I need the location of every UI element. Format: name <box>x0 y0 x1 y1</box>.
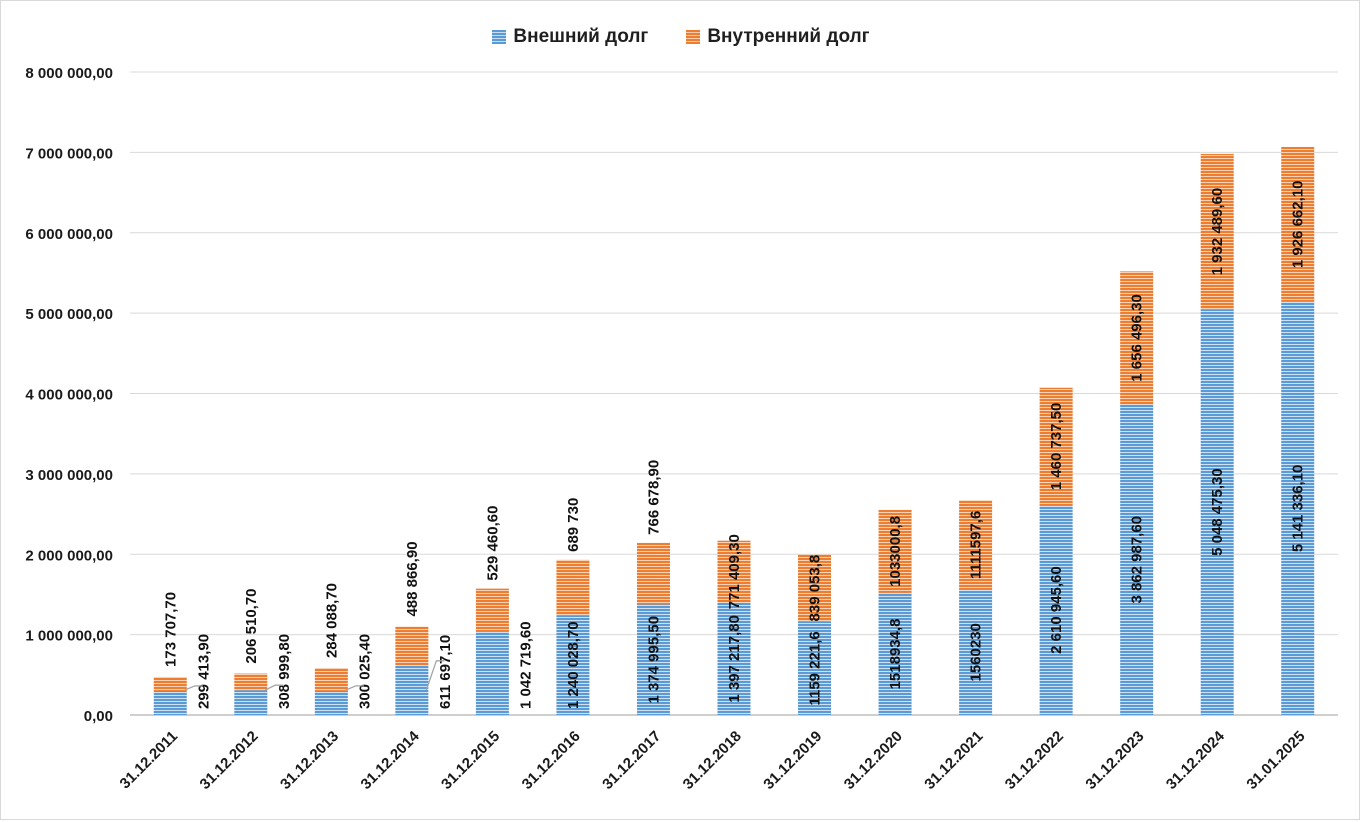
data-label-internal: 529 460,60 <box>484 506 501 581</box>
bar-external-debt <box>153 690 187 715</box>
x-tick-label: 31.12.2020 <box>841 728 906 793</box>
legend-item-external: Внешний долг <box>492 26 648 48</box>
data-label-internal: 206 510,70 <box>243 588 260 663</box>
bar-internal-debt <box>1120 271 1154 405</box>
data-label-external: 1 042 719,60 <box>518 621 535 709</box>
x-tick-label: 31.12.2018 <box>680 728 745 793</box>
x-tick-label: 31.12.2023 <box>1082 728 1147 793</box>
bar-external-debt <box>959 589 993 715</box>
legend-label-internal: Внутренний долг <box>707 26 870 47</box>
x-tick-label: 31.12.2017 <box>599 728 664 793</box>
y-tick-label: 6 000 000,00 <box>25 226 113 243</box>
legend: Внешний долг Внутренний долг <box>0 26 1362 48</box>
data-label-internal: 1033000,8 <box>887 516 904 587</box>
y-tick-label: 0,00 <box>84 708 113 725</box>
data-label-internal: 766 678,90 <box>645 460 662 535</box>
bar-external-debt <box>878 592 912 715</box>
x-tick-label: 31.12.2024 <box>1163 727 1229 793</box>
bar-external-debt <box>1200 309 1234 715</box>
bar-internal-debt <box>1039 387 1073 506</box>
bar-internal-debt <box>878 509 912 593</box>
data-label-external: 300 025,40 <box>357 634 374 709</box>
data-label-internal: 1 932 489,60 <box>1209 188 1226 276</box>
data-label-internal: 839 053,8 <box>807 555 824 622</box>
bar-internal-debt <box>234 673 268 691</box>
data-label-external: 2 610 945,60 <box>1048 566 1065 654</box>
bar-internal-debt <box>1200 153 1234 310</box>
x-tick-label: 31.12.2015 <box>438 728 503 793</box>
data-label-internal: 1111597,6 <box>968 511 985 579</box>
legend-label-external: Внешний долг <box>513 26 649 47</box>
data-label-external: 1 374 995,50 <box>645 616 662 704</box>
bar-external-debt <box>636 604 670 715</box>
data-label-external: 3 862 987,60 <box>1129 516 1146 604</box>
data-label-external: 1560230 <box>968 623 985 681</box>
data-label-internal: 1 656 496,30 <box>1129 294 1146 382</box>
legend-swatch-internal <box>686 30 701 44</box>
leader-line <box>345 685 364 691</box>
bar-external-debt <box>395 665 429 715</box>
data-label-external: 1 397 217,80 <box>726 615 743 703</box>
bar-external-debt <box>1039 505 1073 715</box>
data-label-internal: 1 460 737,50 <box>1048 403 1065 491</box>
bar-internal-debt <box>556 559 590 616</box>
x-tick-label: 31.12.2013 <box>277 728 342 793</box>
data-label-internal: 1 926 662,10 <box>1290 181 1307 269</box>
bar-internal-debt <box>153 676 187 691</box>
data-label-internal: 689 730 <box>565 498 582 552</box>
bar-external-debt <box>717 602 751 715</box>
x-tick-label: 31.12.2016 <box>519 728 584 793</box>
y-tick-label: 4 000 000,00 <box>25 387 113 404</box>
leader-line <box>265 684 284 691</box>
data-label-internal: 488 866,90 <box>404 541 421 616</box>
bar-external-debt <box>314 690 348 715</box>
y-tick-label: 1 000 000,00 <box>25 628 113 645</box>
bar-external-debt <box>475 631 509 715</box>
data-label-external: 1518934,8 <box>887 619 904 690</box>
bar-external-debt <box>1281 301 1315 715</box>
x-tick-label: 31.12.2019 <box>760 728 825 793</box>
y-tick-label: 8 000 000,00 <box>25 65 113 82</box>
x-tick-label: 31.12.2011 <box>117 728 182 793</box>
data-label-external: 5 048 475,30 <box>1209 468 1226 556</box>
y-tick-label: 7 000 000,00 <box>25 145 113 162</box>
data-label-internal: 771 409,30 <box>726 534 743 609</box>
leader-line <box>184 685 203 691</box>
data-label-external: 1159 221,6 <box>807 631 824 705</box>
bar-internal-debt <box>475 588 509 632</box>
x-tick-label: 31.12.2014 <box>358 727 424 793</box>
bar-external-debt <box>556 615 590 715</box>
bar-internal-debt <box>959 500 993 590</box>
bar-internal-debt <box>1281 146 1315 302</box>
bar-external-debt <box>1120 404 1154 715</box>
data-label-external: 299 413,90 <box>196 634 213 709</box>
y-tick-label: 2 000 000,00 <box>25 547 113 564</box>
data-label-internal: 284 088,70 <box>323 583 340 658</box>
data-label-external: 611 697,10 <box>437 635 454 709</box>
legend-item-internal: Внутренний долг <box>686 26 870 48</box>
x-tick-label: 31.12.2012 <box>197 728 262 793</box>
y-tick-label: 5 000 000,00 <box>25 306 113 323</box>
leader-line <box>425 660 445 691</box>
y-tick-label: 3 000 000,00 <box>25 467 113 484</box>
legend-swatch-external <box>492 30 507 44</box>
x-tick-label: 31.01.2025 <box>1243 728 1308 793</box>
data-label-external: 308 999,80 <box>276 634 293 709</box>
data-label-internal: 173 707,70 <box>162 592 179 667</box>
bar-internal-debt <box>395 626 429 666</box>
data-label-external: 5 141 336,10 <box>1290 465 1307 553</box>
bar-internal-debt <box>717 540 751 603</box>
x-tick-label: 31.12.2021 <box>921 728 986 793</box>
bar-internal-debt <box>636 542 670 605</box>
bar-external-debt <box>234 690 268 715</box>
bar-internal-debt <box>314 668 348 691</box>
data-label-external: 1 240 028,70 <box>565 621 582 709</box>
x-tick-label: 31.12.2022 <box>1002 728 1067 793</box>
bar-external-debt <box>798 621 832 715</box>
bar-internal-debt <box>798 554 832 622</box>
